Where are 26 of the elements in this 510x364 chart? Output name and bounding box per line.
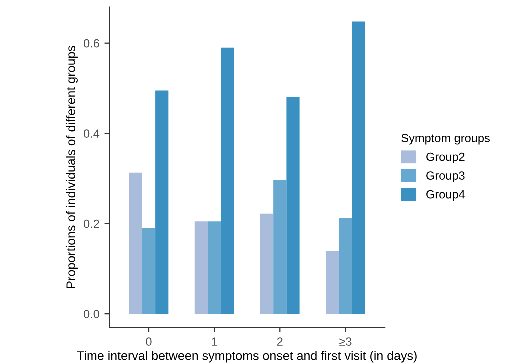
legend-label: Group3 [426, 172, 465, 182]
bar [194, 222, 208, 314]
x-axis-title: Time interval between symptoms onset and first visit (in days) [77, 351, 417, 363]
y-tick-label: 0.0 [84, 310, 100, 318]
bar [352, 22, 366, 314]
legend-title: Symptom groups [402, 134, 490, 145]
y-tick-label: 0.2 [84, 220, 100, 228]
bar [221, 48, 234, 314]
bar [142, 228, 156, 314]
legend-label: Group2 [426, 152, 465, 164]
legend-label: Group4 [426, 190, 466, 202]
bar [286, 97, 300, 314]
y-tick-label: 0.4 [84, 130, 100, 138]
bar [260, 214, 274, 314]
x-tick-label: 0 [146, 338, 152, 346]
x-tick-label: 1 [212, 338, 218, 346]
x-tick-label: ≥3 [340, 338, 352, 346]
bar [156, 90, 169, 314]
bar [129, 172, 142, 314]
y-tick-label: 0.6 [84, 39, 100, 48]
bar [274, 180, 287, 314]
x-tick-label: 2 [277, 338, 283, 346]
y-axis-title: Proportions of individuals of different groups [66, 46, 78, 288]
bar [339, 218, 352, 314]
bar [326, 251, 340, 314]
bar [208, 222, 222, 314]
